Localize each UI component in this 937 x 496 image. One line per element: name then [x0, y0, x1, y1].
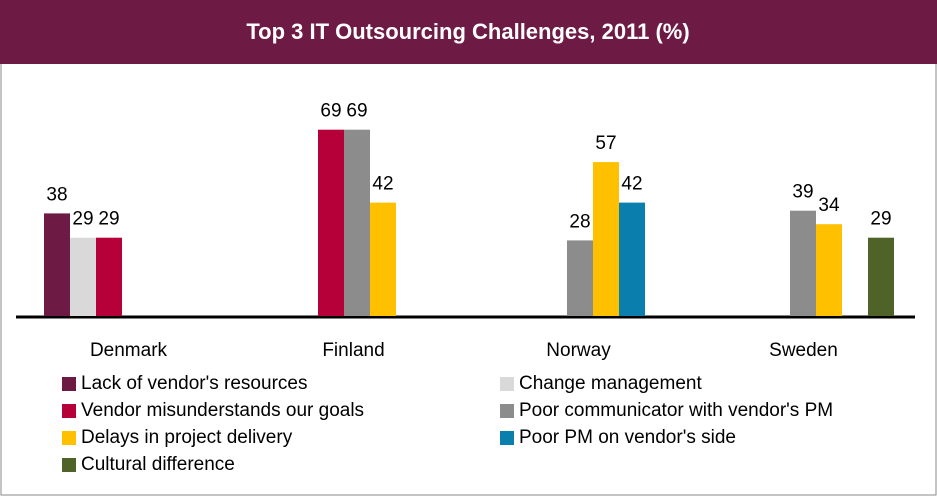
bar [318, 129, 344, 316]
data-label: 38 [46, 184, 67, 205]
legend-swatch [500, 377, 514, 391]
bar [370, 202, 396, 316]
data-label: 29 [98, 209, 119, 230]
data-label: 29 [72, 209, 93, 230]
x-tick-label: Finland [322, 340, 384, 361]
legend-label: Vendor misunderstands our goals [81, 400, 364, 421]
bar [816, 224, 842, 316]
legend-label: Change management [519, 373, 702, 394]
bar [619, 202, 645, 316]
bar [567, 240, 593, 316]
legend-label: Delays in project delivery [81, 427, 293, 448]
legend-swatch [62, 431, 76, 445]
data-label: 29 [870, 209, 891, 230]
bar [70, 237, 96, 316]
legend-label: Lack of vendor's resources [81, 373, 307, 394]
data-label: 42 [621, 174, 642, 195]
bar [344, 129, 370, 316]
data-label: 28 [569, 211, 590, 232]
title-bar [0, 0, 937, 64]
legend-swatch [62, 377, 76, 391]
data-label: 39 [792, 182, 813, 203]
legend-swatch [500, 404, 514, 418]
data-label: 69 [320, 101, 341, 122]
bar [96, 237, 122, 316]
legend-label: Poor communicator with vendor's PM [519, 400, 833, 421]
legend-label: Cultural difference [81, 454, 235, 475]
bar [593, 162, 619, 316]
x-tick-label: Denmark [90, 340, 168, 361]
data-label: 42 [372, 174, 393, 195]
data-label: 34 [818, 195, 840, 216]
legend-swatch [62, 404, 76, 418]
legend-swatch [500, 431, 514, 445]
bar [868, 237, 894, 316]
bar [44, 213, 70, 316]
chart-title: Top 3 IT Outsourcing Challenges, 2011 (%… [246, 19, 689, 44]
bar [790, 210, 816, 316]
data-label: 57 [595, 133, 616, 154]
legend-swatch [62, 458, 76, 472]
data-label: 69 [346, 101, 367, 122]
x-tick-label: Sweden [769, 340, 838, 361]
legend-label: Poor PM on vendor's side [519, 427, 736, 448]
x-tick-label: Norway [546, 340, 611, 361]
